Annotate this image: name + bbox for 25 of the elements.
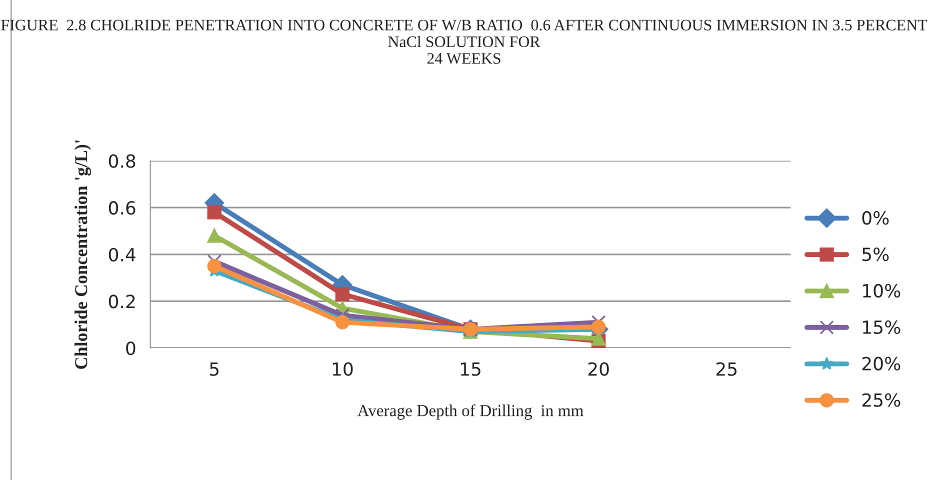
y-tick-label: 0.8 (108, 154, 136, 168)
legend-label: 15% (863, 320, 900, 334)
x-tick-label: 5 (210, 362, 219, 376)
legend-label: 25% (862, 393, 900, 407)
point (207, 205, 222, 220)
point (335, 315, 350, 330)
x-tick-label: 10 (332, 362, 353, 376)
x-tick-label: 15 (460, 362, 480, 376)
y-tick-label: 0.4 (108, 248, 136, 262)
legend-label: 10% (863, 284, 900, 298)
point (591, 320, 606, 334)
point (207, 259, 222, 274)
y-tick-label: 0.6 (108, 201, 136, 215)
chart-title: FIGURE 2.8 CHOLRIDE PENETRATION INTO CONCRETE OF W/B RATIO 0.6 AFTER CONTINUOUS IMMERSION IN 3.5 PERCENT NaCl SOLUTION FOR 24 WEEKS (1, 20, 928, 64)
x-axis-title: Average Depth of Drilling in mm (357, 404, 584, 420)
y-tick-label: 0 (126, 341, 136, 356)
legend-label: 0% (862, 211, 889, 225)
y-tick-label: 0.2 (108, 294, 135, 308)
legend-label: 5% (862, 247, 889, 262)
y-axis-title: Chloride Concentration 'g/L)' (74, 140, 92, 369)
x-tick-label: 25 (716, 362, 737, 376)
point (335, 287, 350, 302)
x-tick-label: 20 (588, 362, 609, 376)
legend-label: 20% (862, 356, 900, 370)
point (207, 228, 222, 243)
